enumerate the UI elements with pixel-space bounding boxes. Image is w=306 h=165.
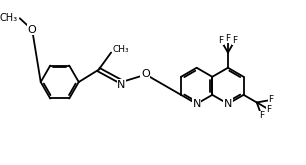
Text: F: F	[233, 36, 238, 45]
Text: F: F	[259, 111, 264, 120]
Text: F: F	[226, 34, 230, 43]
Text: N: N	[224, 99, 232, 109]
Text: N: N	[118, 80, 126, 90]
Text: N: N	[192, 99, 201, 109]
Text: F: F	[267, 105, 272, 114]
Text: CH₃: CH₃	[113, 45, 130, 54]
Text: F: F	[268, 96, 273, 104]
Text: F: F	[218, 36, 223, 45]
Text: CH₃: CH₃	[0, 13, 18, 23]
Text: O: O	[28, 25, 36, 35]
Text: O: O	[141, 69, 150, 79]
